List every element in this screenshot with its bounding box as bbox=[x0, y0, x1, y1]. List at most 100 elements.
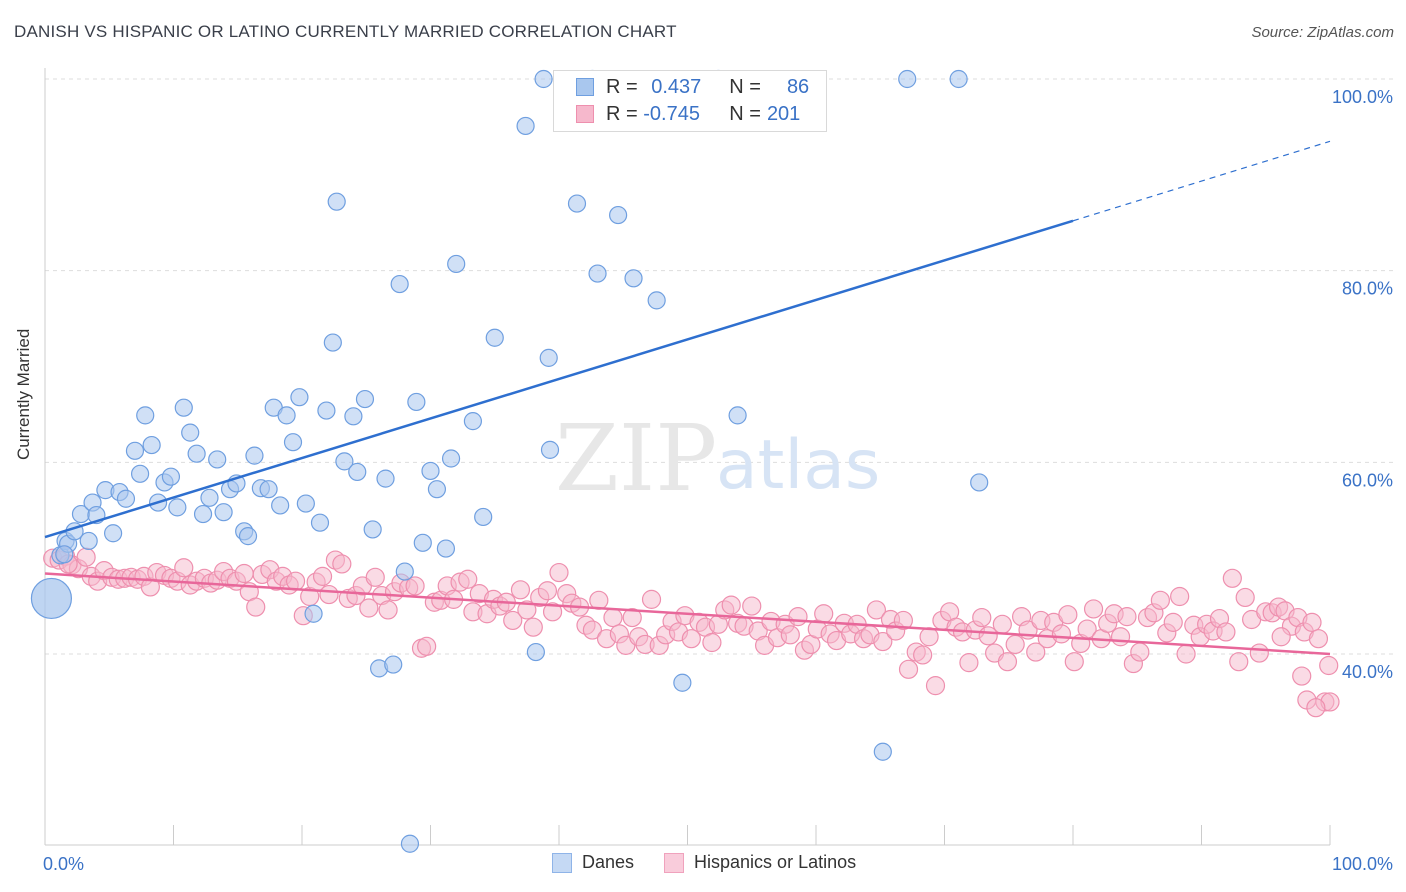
danes-point-22 bbox=[181, 423, 200, 442]
hispanics-point-194 bbox=[1319, 655, 1339, 676]
hispanics-point-134 bbox=[925, 676, 946, 696]
x-tick-label-min: 0.0% bbox=[43, 854, 84, 874]
danes-point-71 bbox=[540, 440, 560, 459]
hispanics-point-29 bbox=[234, 563, 254, 584]
hispanics-point-5 bbox=[76, 547, 96, 567]
hispanics-point-149 bbox=[1026, 642, 1046, 662]
y-tick-label-80: 80.0% bbox=[1342, 279, 1393, 299]
hispanics-point-112 bbox=[780, 625, 800, 645]
danes-point-55 bbox=[395, 562, 414, 581]
hispanics-point-41 bbox=[312, 566, 333, 586]
hispanics-point-197 bbox=[1306, 698, 1326, 718]
bottom-legend: Danes Hispanics or Latinos bbox=[552, 852, 886, 873]
hispanics-point-31 bbox=[246, 597, 266, 617]
hispanics-point-191 bbox=[1302, 612, 1322, 632]
hispanics-point-88 bbox=[622, 607, 642, 628]
danes-point-45 bbox=[327, 192, 346, 211]
danes-point-12 bbox=[116, 489, 136, 508]
danes-point-84 bbox=[970, 473, 989, 492]
hispanics-point-146 bbox=[1005, 634, 1025, 655]
hispanics-point-145 bbox=[997, 652, 1018, 672]
danes-point-16 bbox=[142, 435, 161, 455]
hispanics-point-144 bbox=[992, 614, 1012, 634]
hispanics-point-113 bbox=[788, 607, 808, 627]
hispanics-point-82 bbox=[582, 620, 603, 640]
danes-legend-swatch bbox=[552, 852, 572, 873]
legend-row-danes: R = 0.437 N = 86 bbox=[576, 75, 809, 99]
danes-point-6 bbox=[79, 531, 98, 551]
danes-point-26 bbox=[208, 450, 227, 469]
hispanics-point-153 bbox=[1051, 624, 1072, 644]
danes-point-83 bbox=[949, 69, 968, 89]
hispanics-point-20 bbox=[174, 558, 194, 578]
danes-point-36 bbox=[271, 496, 290, 515]
legend: R = 0.437 N = 86 R = -0.745 N = 201 bbox=[553, 70, 827, 132]
danes-point-65 bbox=[474, 507, 493, 527]
danes-point-53 bbox=[384, 655, 403, 674]
hispanics-point-75 bbox=[537, 581, 558, 601]
hispanics-point-76 bbox=[542, 602, 563, 622]
hispanics-point-129 bbox=[893, 610, 913, 631]
danes-point-37 bbox=[277, 406, 296, 425]
danes-point-40 bbox=[296, 494, 315, 513]
hispanics-point-77 bbox=[549, 562, 569, 583]
source-credit: Source: ZipAtlas.com bbox=[1251, 24, 1394, 41]
danes-point-70 bbox=[539, 348, 558, 367]
hispanics-point-198 bbox=[1292, 666, 1312, 686]
hispanics-point-180 bbox=[1229, 652, 1249, 672]
trendlines bbox=[44, 140, 1331, 656]
y-tick-label-100: 100.0% bbox=[1332, 87, 1393, 107]
hispanics-point-97 bbox=[681, 629, 701, 649]
danes-point-0 bbox=[30, 577, 73, 620]
hispanics-point-158 bbox=[1083, 599, 1104, 619]
hispanics-point-55 bbox=[405, 576, 425, 596]
hispanics-point-48 bbox=[359, 598, 379, 618]
danes-point-19 bbox=[161, 467, 181, 486]
danes-point-57 bbox=[407, 392, 426, 412]
danes-point-32 bbox=[245, 446, 264, 465]
danes-point-25 bbox=[200, 488, 219, 507]
hispanics-point-126 bbox=[873, 631, 893, 652]
hispanics-point-170 bbox=[1163, 612, 1183, 632]
hispanics-point-163 bbox=[1117, 607, 1137, 627]
danes-point-74 bbox=[588, 264, 607, 283]
hispanics-point-63 bbox=[458, 569, 478, 589]
hispanics-point-85 bbox=[603, 607, 623, 628]
hispanics-point-51 bbox=[378, 600, 398, 620]
hispanics-point-125 bbox=[866, 600, 886, 620]
danes-point-58 bbox=[413, 533, 432, 552]
watermark-zip: ZIP bbox=[555, 405, 717, 512]
hispanics-point-178 bbox=[1216, 622, 1236, 642]
danes-point-21 bbox=[174, 398, 193, 417]
danes-point-14 bbox=[130, 464, 150, 483]
danes-point-56 bbox=[400, 834, 420, 853]
danes-swatch bbox=[576, 78, 594, 96]
danes-point-85 bbox=[55, 545, 74, 564]
danes-point-44 bbox=[323, 333, 342, 352]
hispanics-point-117 bbox=[814, 604, 834, 624]
hispanics-swatch bbox=[576, 105, 594, 123]
danes-trendline-extension bbox=[1072, 140, 1331, 222]
hispanics-point-155 bbox=[1064, 652, 1084, 672]
hispanics-point-71 bbox=[510, 580, 531, 600]
hispanics-point-73 bbox=[523, 617, 543, 637]
hispanics-point-192 bbox=[1308, 629, 1329, 649]
bottom-legend-hispanics-label: Hispanics or Latinos bbox=[694, 852, 857, 872]
danes-point-49 bbox=[355, 389, 375, 409]
hispanics-point-130 bbox=[898, 659, 919, 679]
danes-point-42 bbox=[310, 513, 330, 532]
hispanics-point-139 bbox=[959, 653, 979, 673]
danes-point-62 bbox=[441, 449, 461, 468]
danes-point-39 bbox=[290, 388, 309, 407]
legend-hisp-n-label: N = bbox=[729, 102, 761, 125]
danes-point-48 bbox=[348, 462, 367, 482]
hispanics-point-171 bbox=[1170, 586, 1190, 607]
danes-point-24 bbox=[193, 504, 213, 524]
danes-point-66 bbox=[485, 328, 504, 347]
danes-point-81 bbox=[873, 742, 892, 761]
legend-hisp-n-value: 201 bbox=[766, 102, 801, 125]
hispanics-point-37 bbox=[285, 571, 306, 591]
hispanics-point-103 bbox=[721, 595, 741, 615]
danes-point-77 bbox=[647, 291, 666, 310]
danes-point-43 bbox=[317, 401, 336, 420]
